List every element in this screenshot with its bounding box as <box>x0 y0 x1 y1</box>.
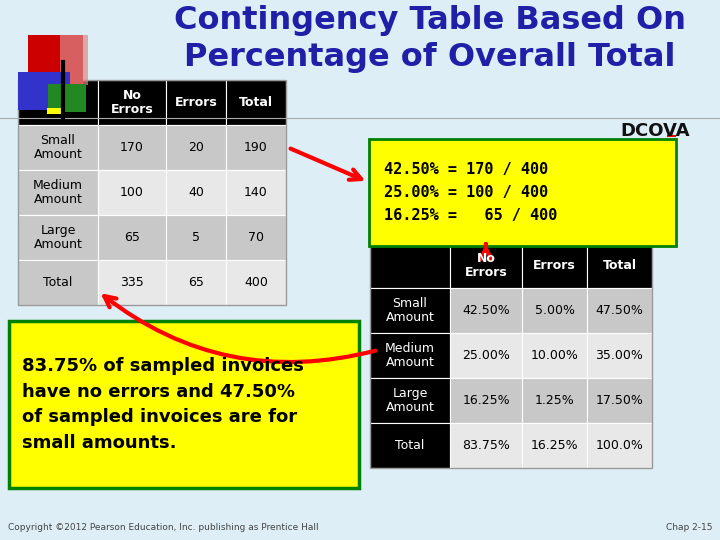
Text: 190: 190 <box>244 141 268 154</box>
Bar <box>370 423 450 468</box>
Bar <box>166 125 226 170</box>
Bar <box>450 423 522 468</box>
Text: Errors: Errors <box>175 96 217 109</box>
Bar <box>98 215 166 260</box>
Text: 16.25%: 16.25% <box>531 439 578 452</box>
Text: No
Errors: No Errors <box>111 89 153 116</box>
Bar <box>226 170 286 215</box>
Bar <box>166 260 226 305</box>
Bar <box>522 333 587 378</box>
Text: DCOVA: DCOVA <box>621 122 690 140</box>
FancyBboxPatch shape <box>369 139 676 246</box>
Bar <box>370 333 450 378</box>
Bar <box>370 288 450 333</box>
Text: Copyright ©2012 Pearson Education, Inc. publishing as Prentice Hall: Copyright ©2012 Pearson Education, Inc. … <box>8 523 319 532</box>
Bar <box>98 125 166 170</box>
Text: 16.25%: 16.25% <box>462 394 510 407</box>
Text: Small
Amount: Small Amount <box>34 134 82 161</box>
Text: 100: 100 <box>120 186 144 199</box>
Text: 170: 170 <box>120 141 144 154</box>
Bar <box>226 215 286 260</box>
Bar <box>522 288 587 333</box>
Bar <box>98 80 166 125</box>
Bar <box>98 260 166 305</box>
Bar <box>166 80 226 125</box>
Text: 140: 140 <box>244 186 268 199</box>
Text: 40: 40 <box>188 186 204 199</box>
Bar <box>522 243 587 288</box>
Bar <box>522 423 587 468</box>
Bar <box>587 378 652 423</box>
Bar <box>48 84 86 112</box>
Bar <box>370 378 450 423</box>
Text: Medium
Amount: Medium Amount <box>33 179 83 206</box>
Text: 5.00%: 5.00% <box>534 304 575 317</box>
Text: Large
Amount: Large Amount <box>34 224 82 251</box>
Text: 1.25%: 1.25% <box>535 394 575 407</box>
Text: Large
Amount: Large Amount <box>386 387 434 414</box>
Bar <box>98 170 166 215</box>
Text: 42.50% = 170 / 400
25.00% = 100 / 400
16.25% =   65 / 400: 42.50% = 170 / 400 25.00% = 100 / 400 16… <box>384 161 557 224</box>
Text: 335: 335 <box>120 276 144 289</box>
Text: Small
Amount: Small Amount <box>386 297 434 324</box>
Bar <box>450 288 522 333</box>
Text: 20: 20 <box>188 141 204 154</box>
Text: Medium
Amount: Medium Amount <box>385 342 435 369</box>
Bar <box>166 215 226 260</box>
Bar <box>166 170 226 215</box>
Text: 83.75% of sampled invoices
have no errors and 47.50%
of sampled invoices are for: 83.75% of sampled invoices have no error… <box>22 357 304 452</box>
Bar <box>450 333 522 378</box>
Bar <box>450 378 522 423</box>
Text: Total: Total <box>395 439 425 452</box>
Text: 10.00%: 10.00% <box>531 349 578 362</box>
Bar <box>18 170 98 215</box>
Text: 70: 70 <box>248 231 264 244</box>
Text: Chap 2-15: Chap 2-15 <box>665 523 712 532</box>
Text: 400: 400 <box>244 276 268 289</box>
Bar <box>28 35 83 85</box>
Text: Total: Total <box>43 276 73 289</box>
Bar <box>18 125 98 170</box>
Text: 47.50%: 47.50% <box>595 304 644 317</box>
Bar <box>18 260 98 305</box>
Text: Errors: Errors <box>533 259 576 272</box>
Bar <box>18 80 98 125</box>
Text: 42.50%: 42.50% <box>462 304 510 317</box>
Text: Total: Total <box>603 259 636 272</box>
Bar <box>587 243 652 288</box>
Bar <box>18 215 98 260</box>
Text: No
Errors: No Errors <box>464 252 508 279</box>
Bar <box>226 80 286 125</box>
Bar <box>587 333 652 378</box>
Text: 5: 5 <box>192 231 200 244</box>
Text: Contingency Table Based On
Percentage of Overall Total: Contingency Table Based On Percentage of… <box>174 5 686 73</box>
Text: 25.00%: 25.00% <box>462 349 510 362</box>
Text: Total: Total <box>239 96 273 109</box>
FancyBboxPatch shape <box>9 321 359 488</box>
Text: 35.00%: 35.00% <box>595 349 644 362</box>
Bar <box>18 80 286 305</box>
Bar <box>587 288 652 333</box>
Bar <box>450 243 522 288</box>
Bar <box>370 243 652 468</box>
Text: 83.75%: 83.75% <box>462 439 510 452</box>
Bar <box>60 35 88 85</box>
Text: 65: 65 <box>188 276 204 289</box>
Bar <box>47 108 65 114</box>
Text: 100.0%: 100.0% <box>595 439 644 452</box>
Text: 65: 65 <box>124 231 140 244</box>
Bar <box>226 260 286 305</box>
Bar <box>587 423 652 468</box>
Bar <box>370 243 450 288</box>
Bar <box>18 72 70 110</box>
Bar <box>226 125 286 170</box>
Text: 17.50%: 17.50% <box>595 394 644 407</box>
Bar <box>522 378 587 423</box>
